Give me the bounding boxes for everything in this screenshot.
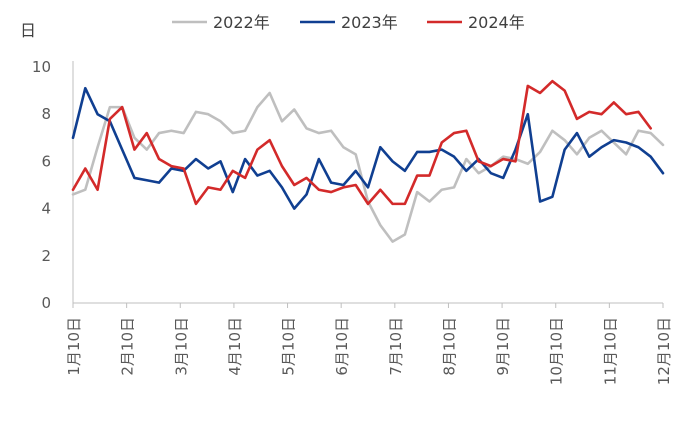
y-tick-label: 4 — [41, 200, 51, 218]
y-axis-label: 日 — [20, 21, 36, 40]
y-tick-label: 2 — [41, 247, 51, 265]
x-tick-label: 12月10日 — [655, 317, 673, 385]
y-tick-label: 6 — [41, 152, 51, 170]
x-axis: 1月10日 2月10日 3月10日 4月10日 5月10日 6月10日 7月10日 8月10日… — [65, 302, 673, 385]
x-tick-label: 11月10日 — [601, 317, 619, 385]
x-tick-label: 4月10日 — [226, 317, 244, 376]
x-tick-label: 10月10日 — [548, 317, 566, 385]
x-tick-label: 2月10日 — [119, 317, 137, 376]
legend-label: 2023年 — [341, 13, 398, 32]
series-line-2024年 — [71, 79, 653, 206]
series-layer — [71, 79, 665, 243]
legend-label: 2022年 — [213, 13, 270, 32]
x-tick-label: 6月10日 — [333, 317, 351, 376]
x-tick-label: 7月10日 — [387, 317, 405, 376]
legend: 2022年 2023年 2024年 — [172, 13, 525, 32]
y-tick-label: 8 — [41, 105, 51, 123]
y-tick-label: 0 — [41, 294, 51, 312]
legend-label: 2024年 — [468, 13, 525, 32]
y-axis: 0 2 4 6 8 10 — [32, 58, 74, 312]
x-tick-label: 9月10日 — [494, 317, 512, 376]
series-line-2023年 — [71, 86, 665, 210]
y-tick-label: 10 — [32, 58, 51, 76]
x-tick-label: 8月10日 — [440, 317, 458, 376]
x-tick-label: 5月10日 — [280, 317, 298, 376]
x-tick-label: 3月10日 — [172, 317, 190, 376]
x-tick-label: 1月10日 — [65, 317, 83, 376]
